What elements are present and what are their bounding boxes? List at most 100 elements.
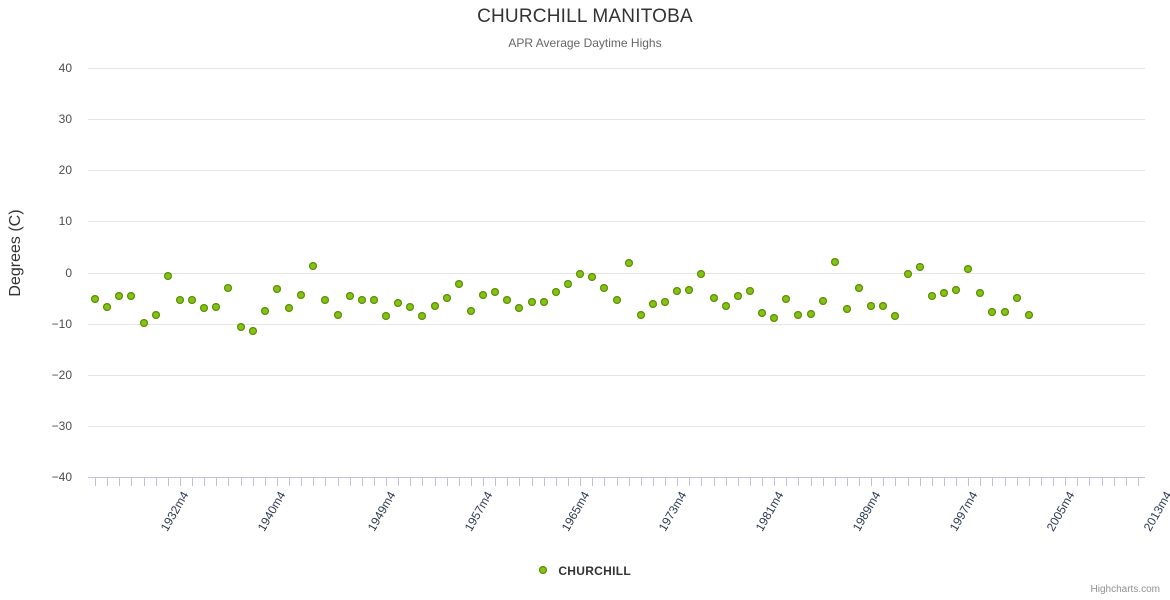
- data-point[interactable]: [600, 283, 609, 292]
- data-point[interactable]: [636, 311, 645, 320]
- data-point[interactable]: [624, 259, 633, 268]
- data-point[interactable]: [661, 298, 669, 307]
- x-axis-tick: [1089, 477, 1091, 486]
- x-axis-tick: [470, 477, 472, 486]
- data-point[interactable]: [673, 286, 682, 295]
- data-point[interactable]: [648, 300, 657, 309]
- data-point[interactable]: [91, 294, 99, 303]
- data-point[interactable]: [248, 326, 257, 335]
- data-point[interactable]: [830, 258, 839, 267]
- data-point[interactable]: [879, 302, 888, 311]
- y-axis-tick-label: −30: [51, 418, 72, 433]
- data-point[interactable]: [697, 269, 706, 278]
- data-point[interactable]: [891, 312, 900, 321]
- x-axis-tick: [677, 477, 679, 486]
- data-point[interactable]: [139, 318, 148, 327]
- data-point[interactable]: [466, 307, 475, 316]
- data-point[interactable]: [976, 288, 985, 297]
- data-point[interactable]: [1024, 311, 1033, 320]
- data-point[interactable]: [685, 285, 694, 294]
- gridline: [88, 170, 1145, 172]
- data-point[interactable]: [430, 302, 439, 311]
- data-point[interactable]: [175, 296, 184, 305]
- data-point[interactable]: [418, 311, 427, 320]
- y-axis-tick-label: −20: [51, 367, 72, 382]
- data-point[interactable]: [151, 311, 160, 320]
- data-point[interactable]: [1012, 294, 1021, 303]
- y-axis-tick-label: 10: [58, 214, 72, 229]
- data-point[interactable]: [479, 290, 488, 299]
- data-point[interactable]: [770, 314, 779, 322]
- x-axis-tick: [883, 477, 885, 486]
- data-point[interactable]: [369, 296, 378, 305]
- x-axis-tick: [313, 477, 315, 486]
- data-point[interactable]: [855, 283, 864, 292]
- data-point[interactable]: [551, 288, 560, 297]
- data-point[interactable]: [127, 291, 136, 300]
- data-point[interactable]: [745, 286, 754, 295]
- data-point[interactable]: [163, 271, 172, 280]
- data-point[interactable]: [115, 292, 124, 301]
- data-point[interactable]: [394, 299, 403, 308]
- data-point[interactable]: [758, 308, 767, 317]
- data-point[interactable]: [733, 291, 742, 300]
- data-point[interactable]: [903, 270, 912, 279]
- data-point[interactable]: [1000, 307, 1009, 316]
- x-axis-tick: [1028, 477, 1030, 486]
- data-point[interactable]: [842, 304, 851, 313]
- data-point[interactable]: [709, 294, 718, 303]
- data-point[interactable]: [442, 293, 451, 302]
- data-point[interactable]: [576, 269, 585, 278]
- data-point[interactable]: [345, 292, 354, 301]
- data-point[interactable]: [503, 296, 512, 305]
- y-axis-tick-label: 30: [58, 112, 72, 127]
- x-axis-tick: [458, 477, 460, 486]
- x-axis-tick: [361, 477, 363, 486]
- data-point[interactable]: [515, 303, 524, 312]
- data-point[interactable]: [964, 264, 973, 273]
- data-point[interactable]: [721, 302, 730, 311]
- data-point[interactable]: [212, 302, 221, 311]
- data-point[interactable]: [563, 279, 572, 288]
- data-point[interactable]: [333, 310, 342, 319]
- x-axis-tick: [252, 477, 254, 486]
- x-axis-tick: [131, 477, 133, 486]
- data-point[interactable]: [527, 298, 536, 307]
- legend-item-churchill[interactable]: CHURCHILL: [538, 563, 631, 578]
- data-point[interactable]: [988, 307, 997, 316]
- x-axis-tick: [956, 477, 958, 486]
- data-point[interactable]: [236, 323, 245, 332]
- x-axis-tick: [483, 477, 485, 486]
- data-point[interactable]: [285, 304, 294, 313]
- data-point[interactable]: [927, 292, 936, 301]
- data-point[interactable]: [952, 286, 961, 295]
- data-point[interactable]: [539, 298, 548, 307]
- data-point[interactable]: [272, 284, 281, 293]
- y-axis-tick-label: −10: [51, 316, 72, 331]
- data-point[interactable]: [103, 303, 112, 312]
- data-point[interactable]: [782, 295, 791, 304]
- data-point[interactable]: [406, 302, 415, 311]
- data-point[interactable]: [357, 296, 366, 305]
- data-point[interactable]: [491, 288, 500, 297]
- data-point[interactable]: [915, 262, 924, 271]
- data-point[interactable]: [612, 295, 621, 304]
- data-point[interactable]: [260, 307, 269, 316]
- x-axis-tick-label: 1940m4: [255, 489, 289, 534]
- data-point[interactable]: [454, 280, 463, 289]
- data-point[interactable]: [794, 311, 803, 320]
- data-point[interactable]: [867, 301, 876, 310]
- data-point[interactable]: [818, 296, 827, 305]
- data-point[interactable]: [321, 296, 330, 305]
- data-point[interactable]: [309, 262, 318, 271]
- data-point[interactable]: [382, 311, 391, 320]
- data-point[interactable]: [806, 309, 815, 318]
- data-point[interactable]: [200, 303, 209, 312]
- data-point[interactable]: [224, 283, 233, 292]
- data-point[interactable]: [939, 288, 948, 297]
- data-point[interactable]: [188, 295, 197, 304]
- x-axis-tick: [1101, 477, 1103, 486]
- data-point[interactable]: [588, 272, 597, 281]
- credits-link[interactable]: Highcharts.com: [1090, 584, 1160, 595]
- data-point[interactable]: [297, 290, 306, 299]
